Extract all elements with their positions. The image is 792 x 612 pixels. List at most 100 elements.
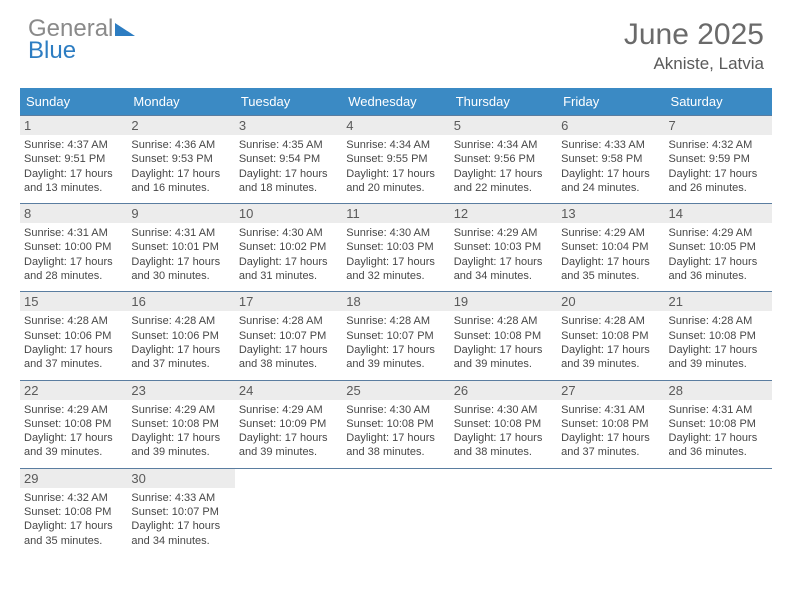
daylight-line: and 36 minutes. (669, 269, 768, 283)
sunrise-line: Sunrise: 4:28 AM (454, 314, 553, 328)
daylight-line: and 32 minutes. (346, 269, 445, 283)
day-cell: 30Sunrise: 4:33 AMSunset: 10:07 PMDaylig… (127, 469, 234, 556)
daylight-line: and 38 minutes. (454, 445, 553, 459)
sunrise-line: Sunrise: 4:29 AM (239, 403, 338, 417)
day-number: 14 (665, 204, 772, 223)
daylight-line: and 38 minutes. (239, 357, 338, 371)
day-cell: 24Sunrise: 4:29 AMSunset: 10:09 PMDaylig… (235, 381, 342, 468)
daylight-line: Daylight: 17 hours (454, 343, 553, 357)
sunrise-line: Sunrise: 4:30 AM (346, 226, 445, 240)
sunset-line: Sunset: 10:08 PM (561, 329, 660, 343)
sunset-line: Sunset: 10:00 PM (24, 240, 123, 254)
daylight-line: Daylight: 17 hours (346, 255, 445, 269)
dayhead-sat: Saturday (665, 88, 772, 115)
daylight-line: Daylight: 17 hours (24, 343, 123, 357)
day-number: 7 (665, 116, 772, 135)
day-number: 8 (20, 204, 127, 223)
daylight-line: Daylight: 17 hours (454, 167, 553, 181)
day-number: 19 (450, 292, 557, 311)
sunset-line: Sunset: 10:07 PM (131, 505, 230, 519)
week-row: 1Sunrise: 4:37 AMSunset: 9:51 PMDaylight… (20, 115, 772, 203)
daylight-line: Daylight: 17 hours (24, 519, 123, 533)
daylight-line: and 34 minutes. (454, 269, 553, 283)
day-cell: 7Sunrise: 4:32 AMSunset: 9:59 PMDaylight… (665, 116, 772, 203)
daylight-line: Daylight: 17 hours (131, 431, 230, 445)
sunrise-line: Sunrise: 4:30 AM (239, 226, 338, 240)
daylight-line: and 28 minutes. (24, 269, 123, 283)
day-cell: 25Sunrise: 4:30 AMSunset: 10:08 PMDaylig… (342, 381, 449, 468)
daylight-line: and 35 minutes. (561, 269, 660, 283)
sunset-line: Sunset: 10:07 PM (346, 329, 445, 343)
sunset-line: Sunset: 10:08 PM (669, 417, 768, 431)
daylight-line: Daylight: 17 hours (346, 343, 445, 357)
daylight-line: Daylight: 17 hours (24, 167, 123, 181)
daylight-line: and 39 minutes. (24, 445, 123, 459)
brand-text: General Blue (28, 18, 135, 61)
daylight-line: Daylight: 17 hours (239, 167, 338, 181)
sunrise-line: Sunrise: 4:28 AM (24, 314, 123, 328)
month-title: June 2025 (624, 18, 764, 52)
daylight-line: and 20 minutes. (346, 181, 445, 195)
sunrise-line: Sunrise: 4:34 AM (454, 138, 553, 152)
week-row: 8Sunrise: 4:31 AMSunset: 10:00 PMDayligh… (20, 203, 772, 291)
header: General Blue June 2025 Akniste, Latvia (0, 0, 792, 82)
day-cell: 8 Sunrise: 4:31 AMSunset: 10:00 PMDayligh… (20, 204, 127, 291)
sunrise-line: Sunrise: 4:30 AM (454, 403, 553, 417)
sunrise-line: Sunrise: 4:31 AM (561, 403, 660, 417)
day-cell: 11Sunrise: 4:30 AMSunset: 10:03 PMDaylig… (342, 204, 449, 291)
day-number: 9 (127, 204, 234, 223)
day-number: 15 (20, 292, 127, 311)
sunrise-line: Sunrise: 4:28 AM (561, 314, 660, 328)
sunrise-line: Sunrise: 4:37 AM (24, 138, 123, 152)
daylight-line: and 22 minutes. (454, 181, 553, 195)
day-cell: 14Sunrise: 4:29 AMSunset: 10:05 PMDaylig… (665, 204, 772, 291)
day-number: 24 (235, 381, 342, 400)
sunset-line: Sunset: 9:58 PM (561, 152, 660, 166)
day-number: 4 (342, 116, 449, 135)
day-cell: 23Sunrise: 4:29 AMSunset: 10:08 PMDaylig… (127, 381, 234, 468)
day-number: 25 (342, 381, 449, 400)
sunset-line: Sunset: 10:08 PM (24, 417, 123, 431)
sunrise-line: Sunrise: 4:36 AM (131, 138, 230, 152)
day-cell: 27Sunrise: 4:31 AMSunset: 10:08 PMDaylig… (557, 381, 664, 468)
day-cell: 2Sunrise: 4:36 AMSunset: 9:53 PMDaylight… (127, 116, 234, 203)
day-cell: 26Sunrise: 4:30 AMSunset: 10:08 PMDaylig… (450, 381, 557, 468)
sunrise-line: Sunrise: 4:29 AM (454, 226, 553, 240)
sunrise-line: Sunrise: 4:31 AM (24, 226, 123, 240)
dayhead-mon: Monday (127, 88, 234, 115)
daylight-line: Daylight: 17 hours (346, 431, 445, 445)
weeks-container: 1Sunrise: 4:37 AMSunset: 9:51 PMDaylight… (20, 115, 772, 556)
daylight-line: and 38 minutes. (346, 445, 445, 459)
daylight-line: Daylight: 17 hours (561, 167, 660, 181)
sunset-line: Sunset: 10:09 PM (239, 417, 338, 431)
day-number: 26 (450, 381, 557, 400)
sunset-line: Sunset: 10:03 PM (346, 240, 445, 254)
sunrise-line: Sunrise: 4:28 AM (131, 314, 230, 328)
sunset-line: Sunset: 10:08 PM (131, 417, 230, 431)
daylight-line: Daylight: 17 hours (24, 255, 123, 269)
day-number: 12 (450, 204, 557, 223)
sunset-line: Sunset: 10:06 PM (24, 329, 123, 343)
day-number: 27 (557, 381, 664, 400)
day-number: 13 (557, 204, 664, 223)
day-cell: 16Sunrise: 4:28 AMSunset: 10:06 PMDaylig… (127, 292, 234, 379)
daylight-line: and 35 minutes. (24, 534, 123, 548)
day-number: 29 (20, 469, 127, 488)
daylight-line: Daylight: 17 hours (346, 167, 445, 181)
day-number: 18 (342, 292, 449, 311)
sunset-line: Sunset: 10:03 PM (454, 240, 553, 254)
sunset-line: Sunset: 10:04 PM (561, 240, 660, 254)
sunset-line: Sunset: 9:59 PM (669, 152, 768, 166)
sunrise-line: Sunrise: 4:29 AM (669, 226, 768, 240)
day-cell: 3Sunrise: 4:35 AMSunset: 9:54 PMDaylight… (235, 116, 342, 203)
day-number: 17 (235, 292, 342, 311)
daylight-line: Daylight: 17 hours (131, 343, 230, 357)
sunset-line: Sunset: 10:08 PM (454, 417, 553, 431)
day-cell: 10Sunrise: 4:30 AMSunset: 10:02 PMDaylig… (235, 204, 342, 291)
dayhead-sun: Sunday (20, 88, 127, 115)
sunrise-line: Sunrise: 4:33 AM (131, 491, 230, 505)
sunrise-line: Sunrise: 4:34 AM (346, 138, 445, 152)
day-cell: 15 Sunrise: 4:28 AMSunset: 10:06 PMDaylig… (20, 292, 127, 379)
sunrise-line: Sunrise: 4:30 AM (346, 403, 445, 417)
brand-triangle-icon (115, 18, 135, 40)
